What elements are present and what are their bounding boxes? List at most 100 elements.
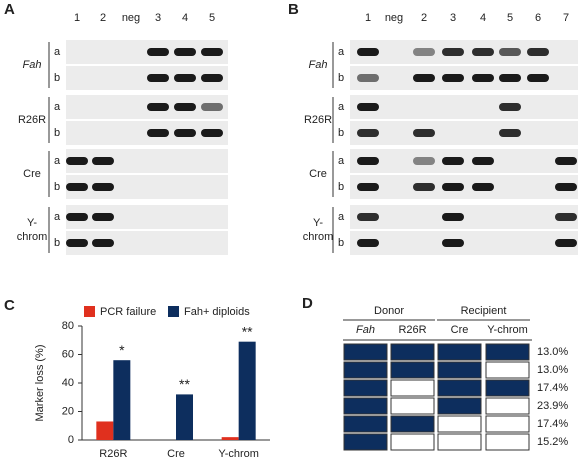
- y-tick-label: 40: [62, 377, 74, 389]
- band: [555, 213, 577, 221]
- band: [66, 157, 88, 165]
- percent: 13.0%: [537, 346, 568, 358]
- cell: [390, 433, 435, 451]
- band: [413, 157, 435, 165]
- y-tick-label: 20: [62, 405, 74, 417]
- band: [527, 48, 549, 56]
- band: [174, 48, 196, 56]
- band: [357, 74, 379, 82]
- lane-label: 1: [74, 12, 80, 24]
- y-tick-label: 80: [62, 320, 74, 332]
- bar: [221, 437, 239, 440]
- band: [442, 213, 464, 221]
- cell: [437, 361, 482, 379]
- cell: [485, 361, 530, 379]
- band: [357, 157, 379, 165]
- band: [413, 48, 435, 56]
- row-label: a: [338, 101, 345, 113]
- cell: [437, 415, 482, 433]
- row-label: b: [338, 72, 344, 84]
- annotation: **: [242, 323, 253, 339]
- cell: [437, 397, 482, 415]
- band: [527, 74, 549, 82]
- group-label: Fah: [23, 59, 42, 71]
- band: [413, 183, 435, 191]
- cell: [485, 433, 530, 451]
- legend-swatch: [84, 306, 95, 317]
- legend-label: PCR failure: [100, 306, 156, 318]
- band: [555, 239, 577, 247]
- band: [147, 74, 169, 82]
- x-tick-label: Cre: [167, 448, 185, 458]
- cell: [343, 379, 388, 397]
- cell: [485, 379, 530, 397]
- cell: [390, 361, 435, 379]
- lane-label: 6: [535, 12, 541, 24]
- group-label: R26R: [18, 114, 46, 126]
- lane-label: 5: [209, 12, 215, 24]
- row-label: a: [54, 101, 61, 113]
- band: [92, 183, 114, 191]
- band: [357, 239, 379, 247]
- band: [442, 239, 464, 247]
- group-label: chrom: [17, 231, 48, 243]
- column-header: Y-chrom: [487, 324, 528, 336]
- band: [442, 183, 464, 191]
- band: [201, 103, 223, 111]
- lane-label: neg: [385, 12, 403, 24]
- panel-label: A: [4, 1, 15, 18]
- band: [472, 183, 494, 191]
- group-label: Cre: [309, 168, 327, 180]
- lane-label: 2: [421, 12, 427, 24]
- band: [66, 183, 88, 191]
- gel-strip: [66, 175, 228, 199]
- cell: [343, 415, 388, 433]
- lane-label: 4: [182, 12, 188, 24]
- annotation: *: [119, 342, 125, 358]
- band: [442, 157, 464, 165]
- percent: 23.9%: [537, 400, 568, 412]
- legend-label: Fah+ diploids: [184, 306, 250, 318]
- lane-label: 2: [100, 12, 106, 24]
- band: [413, 74, 435, 82]
- band: [201, 129, 223, 137]
- column-header: R26R: [398, 324, 426, 336]
- percent: 15.2%: [537, 436, 568, 448]
- panel-label: C: [4, 297, 15, 314]
- cell: [343, 343, 388, 361]
- lane-label: 5: [507, 12, 513, 24]
- band: [357, 129, 379, 137]
- group-header: Recipient: [461, 305, 507, 317]
- cell: [343, 397, 388, 415]
- cell: [390, 379, 435, 397]
- cell: [485, 343, 530, 361]
- band: [357, 213, 379, 221]
- gel-strip: [350, 95, 578, 119]
- gel-strip: [350, 121, 578, 145]
- band: [442, 48, 464, 56]
- band: [357, 48, 379, 56]
- lane-label: 3: [450, 12, 456, 24]
- row-label: a: [338, 211, 345, 223]
- x-tick-label: R26R: [99, 448, 127, 458]
- cell: [485, 397, 530, 415]
- band: [555, 157, 577, 165]
- column-header: Fah: [356, 324, 375, 336]
- bar: [176, 394, 193, 440]
- gel-strip: [66, 231, 228, 255]
- band: [413, 129, 435, 137]
- band: [92, 157, 114, 165]
- y-tick-label: 60: [62, 348, 74, 360]
- band: [472, 157, 494, 165]
- legend-swatch: [168, 306, 179, 317]
- group-label: Fah: [309, 59, 328, 71]
- row-label: a: [54, 46, 61, 58]
- row-label: a: [54, 211, 61, 223]
- row-label: a: [338, 155, 345, 167]
- percent: 17.4%: [537, 382, 568, 394]
- row-label: b: [338, 127, 344, 139]
- group-label: Cre: [23, 168, 41, 180]
- cell: [437, 433, 482, 451]
- row-label: b: [338, 181, 344, 193]
